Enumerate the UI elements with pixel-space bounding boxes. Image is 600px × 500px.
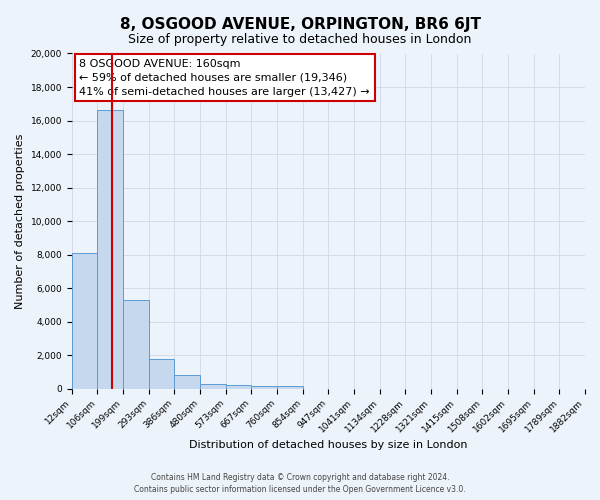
Bar [123, 300, 149, 388]
Bar [149, 360, 175, 388]
Bar [97, 110, 123, 388]
Bar [251, 386, 277, 388]
Text: 8 OSGOOD AVENUE: 160sqm
← 59% of detached houses are smaller (19,346)
41% of sem: 8 OSGOOD AVENUE: 160sqm ← 59% of detache… [79, 58, 370, 96]
Bar [200, 384, 226, 388]
Bar [226, 385, 251, 388]
Text: 8, OSGOOD AVENUE, ORPINGTON, BR6 6JT: 8, OSGOOD AVENUE, ORPINGTON, BR6 6JT [119, 18, 481, 32]
Bar [72, 253, 97, 388]
Y-axis label: Number of detached properties: Number of detached properties [15, 134, 25, 308]
Text: Size of property relative to detached houses in London: Size of property relative to detached ho… [128, 32, 472, 46]
Bar [175, 375, 200, 388]
Text: Contains HM Land Registry data © Crown copyright and database right 2024.
Contai: Contains HM Land Registry data © Crown c… [134, 472, 466, 494]
X-axis label: Distribution of detached houses by size in London: Distribution of detached houses by size … [189, 440, 467, 450]
Bar [277, 386, 303, 388]
